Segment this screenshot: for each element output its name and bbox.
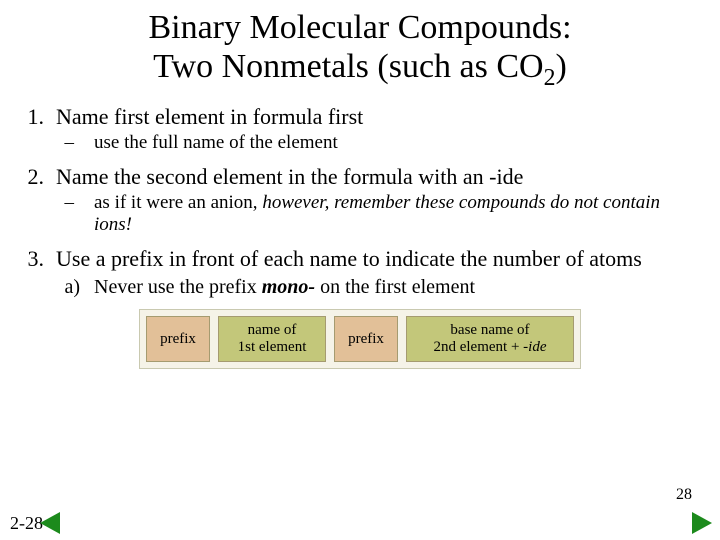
- list-item-3: 3. Use a prefix in front of each name to…: [20, 246, 700, 272]
- list-number: 2.: [20, 164, 56, 190]
- naming-diagram: prefix name of 1st element prefix base n…: [20, 309, 700, 369]
- box-label-l2: 1st element: [238, 339, 307, 356]
- title-subscript: 2: [544, 65, 556, 91]
- list-item-2: 2. Name the second element in the formul…: [20, 164, 700, 190]
- list-number: 3.: [20, 246, 56, 272]
- slide-number: 28: [676, 486, 692, 504]
- box-label: prefix: [348, 331, 384, 348]
- a3-post: on the first element: [315, 276, 475, 298]
- box-l2a: 2nd element + -: [433, 339, 528, 355]
- title-line2-post: ): [556, 48, 567, 85]
- box-l2b-ide: ide: [528, 339, 546, 355]
- list-text: Name first element in formula first: [56, 104, 700, 130]
- diagram-row: prefix name of 1st element prefix base n…: [139, 309, 581, 369]
- page-reference: 2-28: [10, 513, 43, 534]
- a3-pre: Never use the prefix: [94, 276, 262, 298]
- box-label-l1: base name of: [450, 322, 529, 339]
- box-label: prefix: [160, 331, 196, 348]
- sub2-plain: as if it were an anion,: [94, 192, 262, 213]
- list-item-1: 1. Name first element in formula first: [20, 104, 700, 130]
- sub-text: Never use the prefix mono- on the first …: [94, 276, 700, 299]
- sub-item-3a: a) Never use the prefix mono- on the fir…: [20, 276, 700, 299]
- list-text: Name the second element in the formula w…: [56, 164, 700, 190]
- bullet-dash: –: [20, 192, 94, 236]
- sub-item-1: – use the full name of the element: [20, 132, 700, 154]
- bullet-dash: –: [20, 132, 94, 154]
- box-label-l2: 2nd element + -ide: [433, 339, 546, 356]
- a3-mono: mono-: [262, 276, 315, 298]
- title-line2-pre: Two Nonmetals (such as CO: [153, 48, 543, 85]
- sub-text: as if it were an anion, however, remembe…: [94, 192, 700, 236]
- sub-text: use the full name of the element: [94, 132, 700, 154]
- next-slide-arrow-icon[interactable]: [692, 512, 712, 534]
- slide-title: Binary Molecular Compounds: Two Nonmetal…: [0, 0, 720, 104]
- box-second-element: base name of 2nd element + -ide: [406, 316, 574, 362]
- box-label-l1: name of: [248, 322, 297, 339]
- sub-item-2: – as if it were an anion, however, remem…: [20, 192, 700, 236]
- box-prefix-1: prefix: [146, 316, 210, 362]
- title-line1: Binary Molecular Compounds:: [148, 9, 571, 46]
- list-number: 1.: [20, 104, 56, 130]
- slide-body: 1. Name first element in formula first –…: [0, 104, 720, 369]
- prev-slide-arrow-icon[interactable]: [40, 512, 60, 534]
- box-prefix-2: prefix: [334, 316, 398, 362]
- sub-label-a: a): [20, 276, 94, 299]
- list-text: Use a prefix in front of each name to in…: [56, 246, 700, 272]
- box-first-element: name of 1st element: [218, 316, 326, 362]
